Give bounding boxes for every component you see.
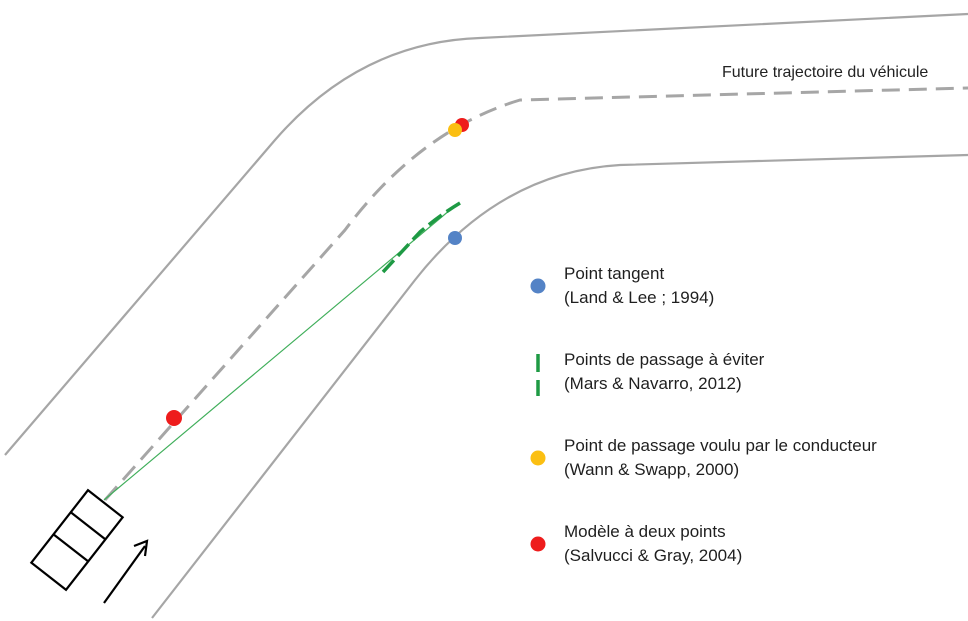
legend-title: Modèle à deux points [564, 522, 726, 541]
desired-point-marker [448, 123, 462, 137]
legend-citation: (Wann & Swapp, 2000) [564, 460, 740, 479]
gaze-line [103, 209, 451, 501]
two-point-model-near-marker [166, 410, 182, 426]
legend-item-avoid-points: Points de passage à éviter (Mars & Navar… [522, 348, 962, 434]
legend: Point tangent (Land & Lee ; 1994) Points… [522, 262, 962, 606]
legend-item-two-point-model: Modèle à deux points (Salvucci & Gray, 2… [522, 520, 962, 606]
direction-arrow-icon [103, 539, 149, 604]
legend-item-tangent-point: Point tangent (Land & Lee ; 1994) [522, 262, 962, 348]
road-inner-edge [151, 153, 968, 619]
red-dot-icon [530, 536, 546, 552]
road-outer-edge [4, 12, 968, 456]
future-trajectory-path [103, 86, 968, 501]
trajectory-label: Future trajectoire du véhicule [722, 64, 928, 81]
blue-dot-icon [530, 278, 546, 294]
green-dashed-line-icon [536, 354, 540, 396]
legend-item-desired-point: Point de passage voulu par le conducteur… [522, 434, 962, 520]
legend-citation: (Salvucci & Gray, 2004) [564, 546, 743, 565]
legend-title: Point tangent [564, 264, 665, 283]
car-top-view-icon [29, 488, 125, 592]
tangent-point-marker [448, 231, 462, 245]
legend-citation: (Land & Lee ; 1994) [564, 288, 715, 307]
yellow-dot-icon [530, 450, 546, 466]
avoid-points-segment [381, 201, 461, 274]
legend-title: Points de passage à éviter [564, 350, 765, 369]
legend-citation: (Mars & Navarro, 2012) [564, 374, 742, 393]
legend-title: Point de passage voulu par le conducteur [564, 436, 877, 455]
